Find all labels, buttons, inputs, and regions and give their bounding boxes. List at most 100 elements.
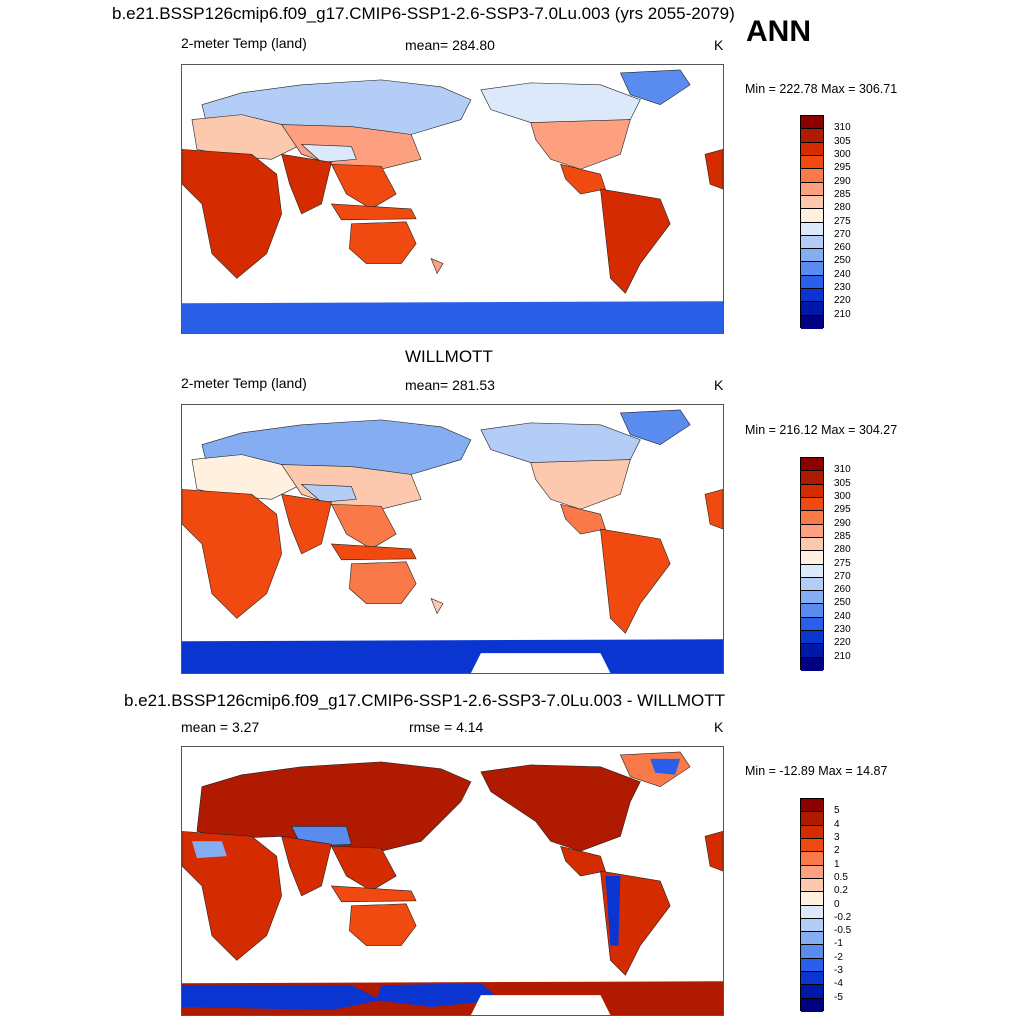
colorbar-swatch — [801, 116, 823, 130]
p3-sahara-patch — [191, 841, 227, 859]
colorbar-swatch — [801, 591, 823, 605]
colorbar-swatch — [801, 564, 823, 578]
colorbar-swatch — [801, 484, 823, 498]
p3-central-america — [560, 845, 606, 877]
colorbar-swatch — [801, 985, 823, 999]
p2-australia — [349, 561, 417, 604]
p3-north-america — [480, 764, 641, 852]
panel3-colorbar-tick: 1 — [834, 858, 840, 870]
panel3-units-label: K — [714, 719, 724, 735]
p2-central-america — [560, 503, 606, 535]
p3-se-asia — [330, 845, 397, 892]
p1-india — [281, 153, 332, 215]
p2-europe — [191, 454, 303, 500]
panel2-units-label: K — [714, 377, 724, 393]
panel2-minmax-label: Min = 216.12 Max = 304.27 — [745, 423, 898, 437]
colorbar-swatch — [801, 129, 823, 143]
p2-se-asia — [330, 503, 397, 550]
p1-nz — [430, 258, 444, 275]
panel2-colorbar-tick: 240 — [834, 610, 851, 622]
p1-central-america — [560, 163, 606, 195]
panel1-colorbar-tick: 260 — [834, 242, 851, 254]
colorbar-swatch — [801, 892, 823, 906]
colorbar-swatch — [801, 302, 823, 316]
panel1-colorbar-tick: 300 — [834, 148, 851, 160]
colorbar-swatch — [801, 825, 823, 839]
colorbar-swatch — [801, 155, 823, 170]
p1-se-asia — [330, 163, 397, 210]
p2-west-africa-right — [704, 489, 723, 530]
panel2-colorbar-tick: 260 — [834, 584, 851, 596]
panel3-mean-label: mean = 3.27 — [181, 719, 260, 735]
p1-greenland — [619, 69, 691, 106]
colorbar-swatch — [801, 537, 823, 552]
p3-antarctica-patch-1 — [182, 985, 382, 1011]
colorbar-swatch — [801, 262, 823, 276]
p3-antarctica-gap — [470, 995, 611, 1015]
panel3-colorbar-tick: 2 — [834, 845, 840, 857]
panel1-colorbar-tick: 290 — [834, 175, 851, 187]
colorbar-swatch — [801, 838, 823, 853]
p1-europe — [191, 114, 303, 160]
colorbar-swatch — [801, 617, 823, 632]
panel2-colorbar-tick: 210 — [834, 650, 851, 662]
p1-north-america-mid — [530, 119, 631, 170]
p2-africa — [182, 489, 282, 619]
panel1-title: b.e21.BSSP126cmip6.f09_g17.CMIP6-SSP1-2.… — [112, 4, 735, 23]
colorbar-swatch — [801, 315, 823, 329]
p1-south-america — [600, 188, 671, 294]
p2-india — [281, 493, 332, 555]
panel3-colorbar-tick: -4 — [834, 978, 843, 990]
panel2-colorbar-tick: 285 — [834, 530, 851, 542]
colorbar-swatch — [801, 958, 823, 973]
colorbar-swatch — [801, 524, 823, 538]
colorbar-swatch — [801, 235, 823, 250]
panel2-colorbar-tick: 250 — [834, 597, 851, 609]
panel3-colorbar-tick: -3 — [834, 965, 843, 977]
panel1-colorbar-tick: 305 — [834, 135, 851, 147]
p3-west-africa-right — [704, 831, 723, 872]
p3-greenland-patch — [650, 758, 681, 775]
p2-antarctica-gap — [470, 653, 611, 673]
colorbar-swatch — [801, 998, 823, 1012]
panel1-units-label: K — [714, 37, 724, 53]
panel1-colorbar-tick: 220 — [834, 295, 851, 307]
p3-australia — [349, 903, 417, 946]
panel1-colorbar-tick: 210 — [834, 308, 851, 320]
p1-north-america-north — [480, 82, 641, 125]
colorbar-swatch — [801, 458, 823, 472]
colorbar-swatch — [801, 604, 823, 618]
colorbar-swatch — [801, 945, 823, 959]
p1-tibet — [300, 144, 357, 163]
colorbar-swatch — [801, 631, 823, 645]
colorbar-swatch — [801, 878, 823, 893]
colorbar-swatch — [801, 972, 823, 986]
colorbar-swatch — [801, 249, 823, 263]
panel2-colorbar-tick: 270 — [834, 570, 851, 582]
colorbar-swatch — [801, 222, 823, 236]
panel1-map-svg — [182, 69, 723, 333]
season-label: ANN — [746, 15, 811, 48]
panel2-colorbar-tick: 275 — [834, 557, 851, 569]
panel2-colorbar — [800, 457, 824, 671]
panel1-colorbar-tick: 240 — [834, 268, 851, 280]
p3-indonesia — [330, 885, 417, 903]
panel3-colorbar-tick: 0.5 — [834, 871, 848, 883]
p1-australia — [349, 221, 417, 264]
panel2-colorbar-tick: 310 — [834, 464, 851, 476]
colorbar-swatch — [801, 799, 823, 813]
panel3-colorbar-tick: -5 — [834, 991, 843, 1003]
colorbar-swatch — [801, 852, 823, 866]
panel1-colorbar-tick: 230 — [834, 282, 851, 294]
p2-indonesia — [330, 543, 417, 561]
colorbar-swatch — [801, 169, 823, 183]
p1-west-africa-right — [704, 149, 723, 190]
panel2-mean-label: mean= 281.53 — [405, 377, 495, 393]
p1-africa — [182, 149, 282, 279]
colorbar-swatch — [801, 209, 823, 223]
panel1-mean-label: mean= 284.80 — [405, 37, 495, 53]
colorbar-swatch — [801, 865, 823, 879]
panel2-colorbar-tick: 295 — [834, 504, 851, 516]
colorbar-swatch — [801, 182, 823, 196]
panel2-colorbar-tick: 230 — [834, 624, 851, 636]
